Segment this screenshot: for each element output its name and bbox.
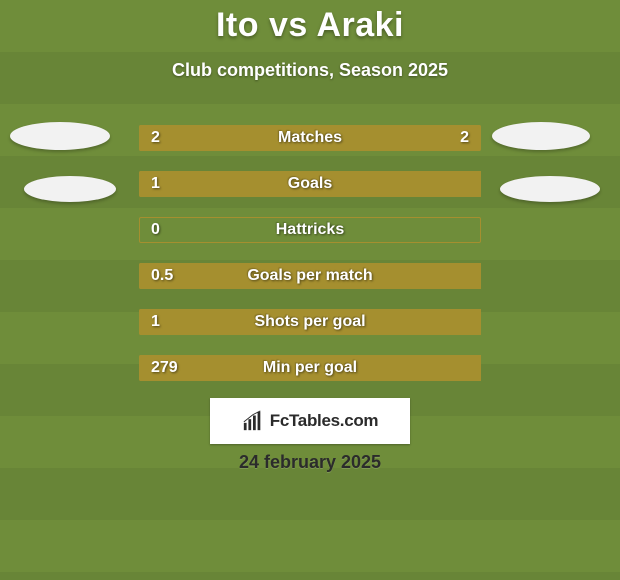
comparison-date: 24 february 2025 (0, 452, 620, 473)
left-player-nation-ellipse (24, 176, 116, 202)
right-player-team-ellipse (492, 122, 590, 150)
stat-fill-left (139, 171, 481, 197)
stat-row: 22Matches (138, 124, 482, 152)
comparison-card: Ito vs Araki Club competitions, Season 2… (0, 0, 620, 580)
left-player-team-ellipse (10, 122, 110, 150)
stat-fill-left (139, 355, 481, 381)
stat-row: 1Shots per goal (138, 308, 482, 336)
stat-fill-left (139, 125, 310, 151)
watermark-text: FcTables.com (270, 411, 379, 431)
right-player-nation-ellipse (500, 176, 600, 202)
stat-row: 279Min per goal (138, 354, 482, 382)
page-title: Ito vs Araki (0, 6, 620, 45)
stat-fill-right (310, 125, 481, 151)
watermark: FcTables.com (210, 398, 410, 444)
stat-fill-left (139, 309, 481, 335)
stat-row-track (139, 217, 481, 243)
page-subtitle: Club competitions, Season 2025 (0, 60, 620, 81)
bar-chart-icon (242, 410, 264, 432)
stat-rows: 22Matches 1Goals 0Hattricks 0.5Goals per ma… (138, 124, 482, 400)
stat-row: 0.5Goals per match (138, 262, 482, 290)
stat-fill-left (139, 263, 481, 289)
stat-row: 0Hattricks (138, 216, 482, 244)
stat-row: 1Goals (138, 170, 482, 198)
